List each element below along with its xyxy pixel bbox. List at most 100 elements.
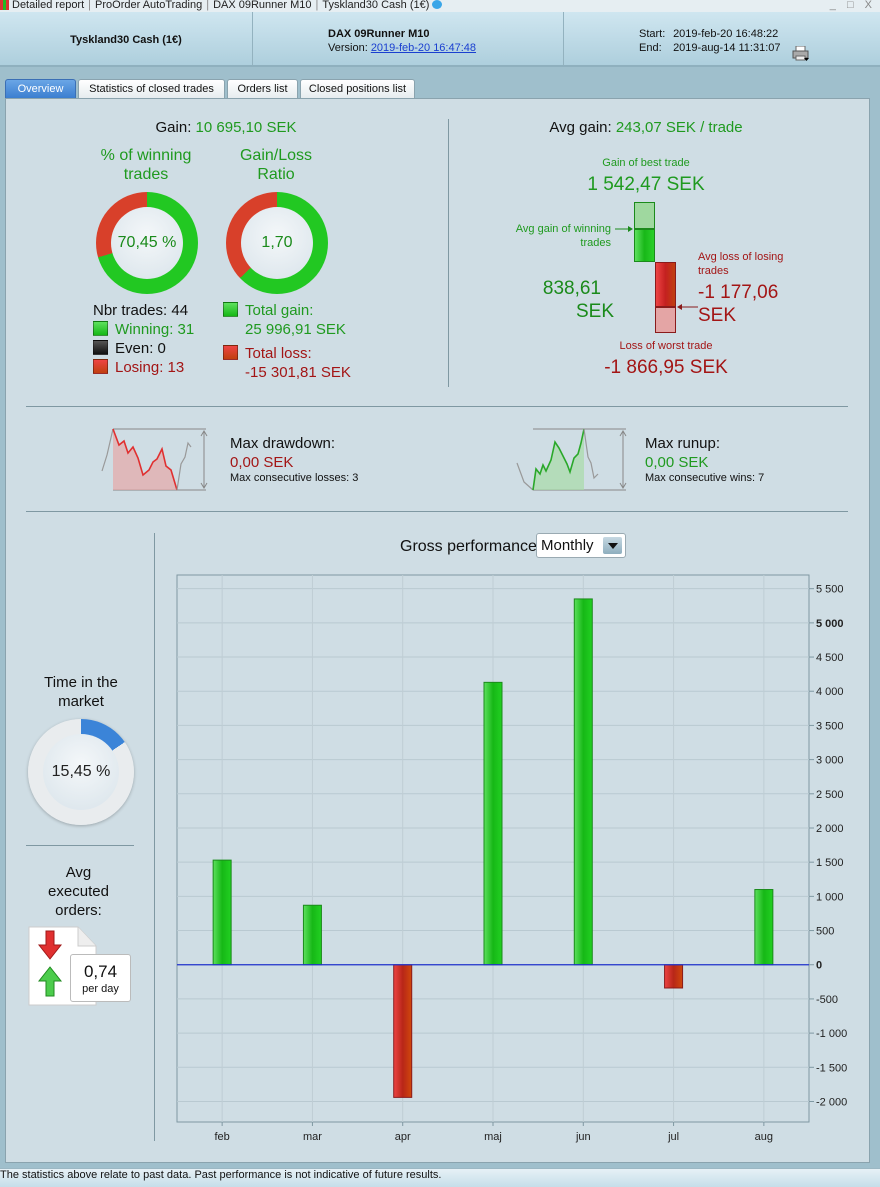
x-tick-label-maj: maj [484,1131,502,1143]
y-tick-label: 500 [816,926,834,938]
ratio-title: Gain/Loss Ratio [239,147,313,183]
globe-icon [432,0,443,9]
avg-orders-value: 0,74 [83,962,118,981]
end-label: End: [639,42,662,54]
drawdown-sparkline-icon [101,428,208,491]
gain-value: 10 695,10 SEK [195,119,297,136]
even-count: Even: 0 [115,340,166,357]
max-consec-losses: Max consecutive losses: 3 [230,472,359,484]
start-label: Start: [639,28,666,40]
y-tick-label: 4 500 [816,652,844,664]
y-tick-label: 5 500 [816,584,844,596]
gain-label: Gain: [155,119,192,136]
tab-statistics-closed-trades[interactable]: Statistics of closed trades [78,79,225,98]
x-tick-label-aug: aug [755,1131,773,1143]
y-tick-label: 1 500 [816,857,844,869]
avg-orders-box: 0,74 per day [70,954,131,1002]
y-tick-label: 0 [816,960,822,972]
y-tick-label: 3 000 [816,755,844,767]
tab-orders-list[interactable]: Orders list [227,79,298,98]
y-tick-label: -1 500 [816,1062,847,1074]
y-tick-label: 4 000 [816,686,844,698]
y-tick-label: 2 000 [816,823,844,835]
ratio-donut: 1,70 [226,192,328,294]
avg-win-arrow-icon [615,226,633,232]
gain-summary: Gain: 10 695,10 SEK [76,119,376,136]
bar-feb [212,859,232,966]
system-info: DAX 09Runner M10 Version: 2019-feb-20 16… [253,12,563,65]
avg-loss-label: Avg loss of losing trades [698,251,784,277]
best-trade-bar [634,202,655,229]
winning-pct-donut: 70,45 % [96,192,198,294]
total-gain-swatch-icon [223,302,238,317]
disclaimer-text: The statistics above relate to past data… [0,1169,442,1181]
losing-swatch-icon [93,359,108,374]
runup-sparkline-icon [516,428,627,491]
version-label: Version: [328,42,368,54]
avg-gain-summary: Avg gain: 243,07 SEK / trade [486,119,806,136]
max-runup-value: 0,00 SEK [645,454,709,471]
chevron-down-icon[interactable] [603,537,622,554]
version-link[interactable]: 2019-feb-20 16:47:48 [370,42,477,54]
total-loss-label: Total loss: [245,345,312,362]
avg-orders-unit: per day [82,983,119,995]
worst-trade-bar [655,307,676,333]
worst-trade-label: Loss of worst trade [619,340,713,352]
x-tick-label-jun: jun [575,1131,591,1143]
avg-loss-bar [655,262,676,307]
avg-win-label: Avg gain of winning trades [515,223,611,249]
tab-closed-positions-list[interactable]: Closed positions list [300,79,415,98]
time-in-market-value: 15,45 % [43,734,119,810]
bar-apr [393,964,413,1098]
tab-overview[interactable]: Overview [5,79,76,98]
losing-count: Losing: 13 [115,359,185,376]
winning-pct-value: 70,45 % [111,207,183,279]
end-value: 2019-aug-14 11:31:07 [673,42,781,54]
title-system: DAX 09Runner M10 [213,0,312,11]
y-tick-label: -2 000 [816,1096,847,1108]
y-tick-label: 5 000 [816,618,844,630]
x-tick-label-mar: mar [303,1131,322,1143]
x-tick-label-jul: jul [667,1131,679,1143]
winning-pct-title: % of winning trades [100,147,192,183]
system-name: DAX 09Runner M10 [328,28,430,40]
bar-aug [754,889,774,966]
max-consec-wins: Max consecutive wins: 7 [645,472,765,484]
worst-trade-value: -1 866,95 SEK [604,357,728,378]
winning-count: Winning: 31 [115,321,195,338]
avg-win-value: 838,61 SEK [542,278,614,322]
total-gain-label: Total gain: [245,302,314,319]
avg-gain-label: Avg gain: [549,119,612,136]
bar-jul [664,964,684,989]
avg-loss-value: -1 177,06 SEK [698,282,779,326]
instrument-name: Tyskland30 Cash (1€) [70,34,182,46]
avg-win-bar [634,229,655,262]
bar-jun [573,598,593,966]
x-tick-label-feb: feb [214,1131,229,1143]
y-tick-label: -500 [816,994,838,1006]
total-loss-value: -15 301,81 SEK [245,364,351,381]
nbr-trades: Nbr trades: 44 [93,302,189,319]
max-runup-label: Max runup: [645,435,721,452]
best-trade-value: 1 542,47 SEK [587,174,705,195]
gross-performance-chart: 5 500 5 000 4 500 4 000 3 500 3 000 2 500 2 000… [176,574,847,1143]
time-in-market-title: Time in the market [44,674,118,710]
printer-icon[interactable] [792,46,810,62]
candlestick-app-icon [0,0,9,10]
max-drawdown-value: 0,00 SEK [230,454,294,471]
total-loss-swatch-icon [223,345,238,360]
bar-maj [483,681,503,966]
start-value: 2019-feb-20 16:48:22 [673,28,779,40]
y-tick-label: 1 000 [816,891,844,903]
avg-loss-arrow-icon [677,304,698,310]
gain-loss-legend: Total gain: 25 996,91 SEK Total loss: -1… [223,301,351,382]
title-instrument: Tyskland30 Cash (1€) [322,0,430,11]
avg-orders-title: Avg executed orders: [48,864,109,919]
y-tick-label: 3 500 [816,720,844,732]
period-selected-value: Monthly [541,537,594,554]
trades-legend: Nbr trades: 44 Winning: 31 Even: 0 Losin… [93,301,194,377]
ratio-value: 1,70 [241,207,313,279]
y-tick-label: -1 000 [816,1028,847,1040]
window-controls[interactable]: _ □ X [829,0,876,11]
period-select[interactable]: Monthly [536,533,626,558]
